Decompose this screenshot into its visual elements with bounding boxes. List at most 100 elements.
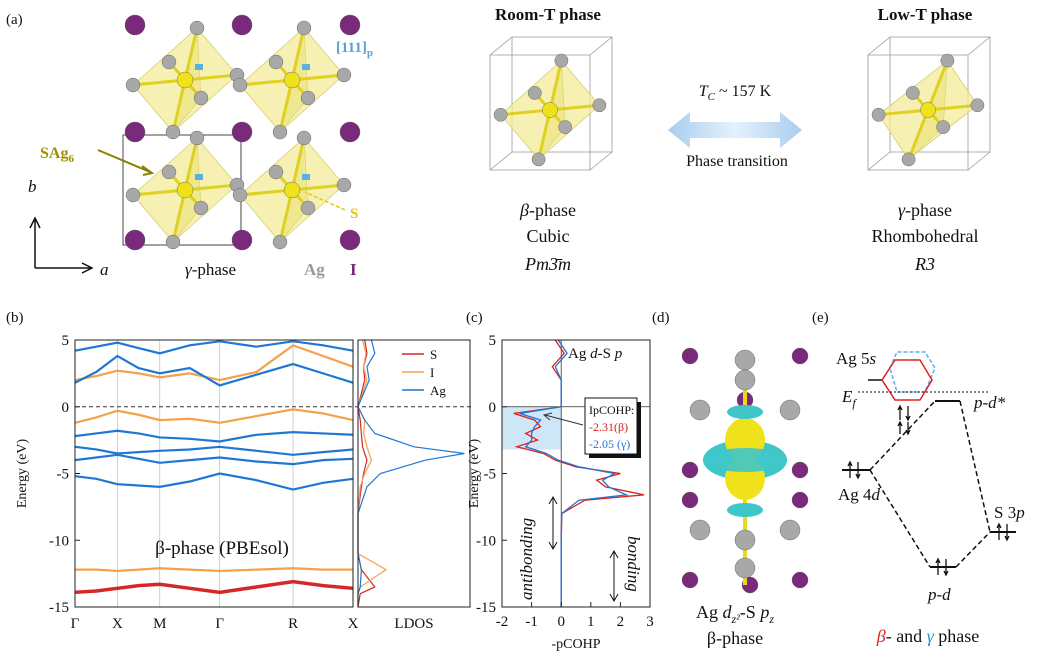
y-tick-label: -5 bbox=[57, 467, 70, 483]
crystal-system: Cubic bbox=[527, 226, 570, 246]
space-group: Pm3̄m bbox=[524, 254, 571, 274]
atom bbox=[971, 99, 984, 112]
atom bbox=[301, 91, 315, 105]
band bbox=[75, 568, 353, 571]
vector bbox=[195, 64, 203, 70]
band bbox=[75, 431, 353, 442]
level-label: S 3p bbox=[994, 503, 1025, 522]
atom bbox=[792, 348, 808, 364]
x-axis-label: -pCOHP bbox=[551, 637, 600, 652]
text: Ag bbox=[568, 346, 590, 362]
atom bbox=[233, 78, 247, 92]
text: -S bbox=[740, 602, 761, 622]
atom bbox=[941, 54, 954, 67]
y-axis-label: Energy (eV) bbox=[15, 439, 30, 509]
text: - and bbox=[886, 626, 927, 646]
legend-label: Ag bbox=[430, 383, 446, 398]
level-red bbox=[882, 360, 932, 400]
vector bbox=[195, 174, 203, 180]
band bbox=[75, 447, 353, 455]
atom bbox=[269, 165, 283, 179]
atom bbox=[735, 350, 755, 370]
atom bbox=[232, 230, 252, 250]
text: p bbox=[758, 602, 769, 622]
atom bbox=[780, 400, 800, 420]
ipcohp-beta: -2.31(β) bbox=[589, 420, 628, 434]
y-tick-label: 0 bbox=[489, 400, 497, 416]
panel-label: (e) bbox=[812, 310, 829, 326]
lobe bbox=[703, 448, 787, 472]
panel-label: (d) bbox=[652, 310, 670, 326]
atom bbox=[194, 201, 208, 215]
low-t-title: Low-T phase bbox=[878, 5, 973, 24]
x-tick-label: -2 bbox=[496, 614, 509, 630]
cohp-title: Ag d-S p bbox=[568, 346, 623, 362]
atom bbox=[542, 102, 557, 117]
atom bbox=[194, 91, 208, 105]
atom bbox=[340, 230, 360, 250]
x-tick-label: 3 bbox=[646, 614, 654, 630]
space-group: R3 bbox=[914, 254, 935, 274]
atom bbox=[532, 153, 545, 166]
text: z² bbox=[731, 612, 741, 626]
text: -phase bbox=[529, 200, 576, 220]
x-tick-label: -1 bbox=[525, 614, 538, 630]
axis-b: b bbox=[28, 177, 37, 196]
atom bbox=[126, 78, 140, 92]
annotation: β-phase (PBEsol) bbox=[155, 538, 289, 559]
legend-label: S bbox=[430, 347, 437, 362]
atom bbox=[735, 530, 755, 550]
atom bbox=[555, 54, 568, 67]
text: z bbox=[768, 612, 774, 626]
transition-arrow bbox=[668, 112, 802, 148]
x-tick-label: 0 bbox=[557, 614, 565, 630]
atom bbox=[528, 86, 541, 99]
atom bbox=[792, 462, 808, 478]
text: E bbox=[841, 387, 853, 406]
fermi-label: Ef bbox=[841, 387, 857, 410]
text: p bbox=[1015, 503, 1025, 522]
frame bbox=[75, 340, 353, 607]
y-tick-label: -10 bbox=[476, 533, 496, 549]
phase-label: β-phase bbox=[707, 628, 763, 648]
band bbox=[75, 409, 353, 422]
text: s bbox=[870, 349, 877, 368]
atom bbox=[284, 72, 300, 88]
atom bbox=[162, 55, 176, 69]
atom bbox=[125, 230, 145, 250]
phase-legend: β- and γ phase bbox=[876, 626, 980, 646]
text: f bbox=[852, 396, 857, 410]
panel-label: (c) bbox=[466, 310, 483, 326]
ag-label: Ag bbox=[304, 260, 325, 279]
text: Ag bbox=[696, 602, 723, 622]
atom bbox=[690, 520, 710, 540]
frame bbox=[358, 340, 470, 607]
band bbox=[75, 582, 353, 593]
direction-label: [111]p bbox=[336, 40, 373, 59]
text: p bbox=[614, 346, 623, 362]
tc-label: TC ~ 157 K bbox=[699, 83, 772, 103]
atom bbox=[906, 86, 919, 99]
text: β bbox=[876, 626, 886, 646]
transition-label: Phase transition bbox=[686, 153, 788, 170]
atom bbox=[297, 131, 311, 145]
band bbox=[75, 345, 353, 380]
text: -S bbox=[598, 346, 615, 362]
antibonding: antibonding bbox=[517, 518, 536, 600]
text: ~ 157 K bbox=[715, 83, 772, 100]
crystal-system: Rhombohedral bbox=[872, 226, 979, 246]
i-label: I bbox=[350, 260, 357, 279]
x-tick-label: M bbox=[153, 616, 166, 632]
atom bbox=[273, 125, 287, 139]
axis-a: a bbox=[100, 260, 109, 279]
text: S 3 bbox=[994, 503, 1016, 522]
text: SAg bbox=[40, 145, 68, 162]
band bbox=[75, 474, 353, 490]
text: β bbox=[519, 200, 529, 220]
atom bbox=[125, 122, 145, 142]
text: Ag 4 bbox=[838, 485, 872, 504]
atom bbox=[735, 370, 755, 390]
atom bbox=[269, 55, 283, 69]
x-tick-label: Γ bbox=[71, 616, 80, 632]
